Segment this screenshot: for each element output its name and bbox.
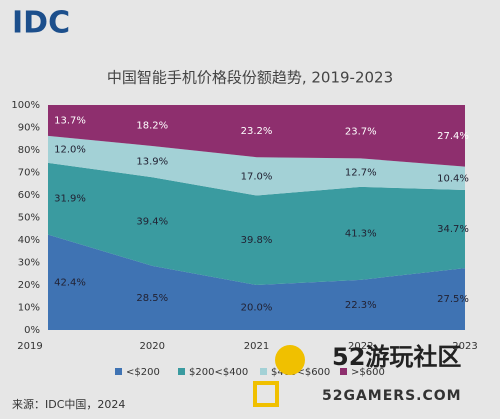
watermark: 52游玩社区 52GAMERS.COM xyxy=(253,343,462,407)
y-tick-label: 20% xyxy=(18,280,40,291)
legend-label: <$200 xyxy=(126,367,160,378)
source: 来源：IDC中国，2024 xyxy=(12,397,125,411)
data-label: 41.3% xyxy=(345,228,377,239)
legend-swatch xyxy=(178,368,185,375)
area xyxy=(48,234,465,330)
legend-swatch xyxy=(260,368,267,375)
legend-swatch xyxy=(115,368,122,375)
watermark-url: 52GAMERS.COM xyxy=(322,388,462,404)
logo: IDC xyxy=(12,6,70,41)
y-tick-label: 90% xyxy=(18,123,40,134)
data-label: 22.3% xyxy=(345,300,377,311)
data-label: 34.7% xyxy=(437,224,469,235)
data-label: 12.0% xyxy=(54,144,86,155)
x-tick-label: 2020 xyxy=(140,341,165,352)
data-label: 10.4% xyxy=(437,173,469,184)
y-tick-label: 50% xyxy=(18,213,40,224)
y-tick-label: 30% xyxy=(18,258,40,269)
legend-label: $400<$600 xyxy=(271,367,330,378)
data-label: 13.9% xyxy=(136,157,168,168)
legend-label: $200<$400 xyxy=(189,367,248,378)
y-tick-label: 70% xyxy=(18,168,40,179)
data-label: 23.7% xyxy=(345,127,377,138)
area xyxy=(48,105,465,167)
watermark-icon xyxy=(253,381,279,407)
data-label: 27.4% xyxy=(437,131,469,142)
y-tick-label: 60% xyxy=(18,190,40,201)
data-label: 23.2% xyxy=(241,126,273,137)
data-label: 12.7% xyxy=(345,168,377,179)
watermark-icon xyxy=(275,345,305,375)
x-tick-label: 2019 xyxy=(17,341,42,352)
y-tick-label: 40% xyxy=(18,235,40,246)
y-tick-label: 80% xyxy=(18,145,40,156)
data-label: 28.5% xyxy=(136,293,168,304)
y-tick-label: 100% xyxy=(11,100,40,111)
data-label: 17.0% xyxy=(241,171,273,182)
data-label: 18.2% xyxy=(136,120,168,131)
area xyxy=(48,135,465,196)
legend-swatch xyxy=(340,368,347,375)
legend-label: >$600 xyxy=(351,367,385,378)
x-tick-label: 2021 xyxy=(244,341,269,352)
plot: 0% 10% 20% 30% 40% 50% 60% 70% 80% 90% 100% 2019 202… xyxy=(11,100,477,378)
y-tick-label: 0% xyxy=(24,325,40,336)
data-label: 13.7% xyxy=(54,115,86,126)
data-label: 20.0% xyxy=(241,303,273,314)
data-label: 39.4% xyxy=(136,217,168,228)
data-label: 27.5% xyxy=(437,294,469,305)
watermark-title: 52游玩社区 xyxy=(332,343,461,371)
chart-title: 中国智能手机价格段份额趋势, 2019-2023 xyxy=(107,69,393,87)
x-tick-label: 2023 xyxy=(452,341,477,352)
area xyxy=(48,162,465,285)
data-label: 39.8% xyxy=(241,235,273,246)
x-tick-label: 2022 xyxy=(348,341,373,352)
y-tick-label: 10% xyxy=(18,303,40,314)
data-label: 42.4% xyxy=(54,277,86,288)
data-label: 31.9% xyxy=(54,194,86,205)
